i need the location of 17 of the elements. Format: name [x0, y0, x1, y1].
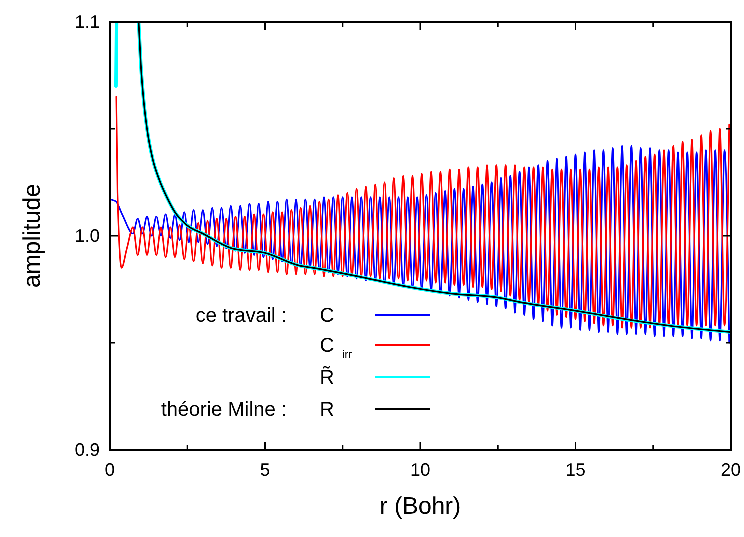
y-tick-label: 0.9	[74, 440, 100, 460]
x-axis-title: r (Bohr)	[380, 493, 462, 520]
x-tick-label: 10	[410, 460, 431, 480]
y-tick-label: 1.1	[74, 12, 100, 32]
legend-label: R̃	[320, 366, 334, 389]
legend-label: R	[320, 399, 334, 421]
y-tick-label: 1.0	[74, 226, 100, 246]
x-tick-label: 20	[720, 460, 742, 480]
y-axis-title: amplitude	[19, 184, 46, 288]
line-series	[116, 96, 730, 329]
legend-label: C	[320, 305, 334, 327]
annotation: théorie Milne :	[161, 399, 287, 421]
x-tick-label: 5	[260, 460, 270, 480]
annotation: ce travail :	[196, 305, 287, 327]
x-tick-label: 0	[104, 460, 116, 480]
x-tick-label: 15	[566, 460, 586, 480]
legend-label: C$_{irr}$	[320, 335, 353, 361]
